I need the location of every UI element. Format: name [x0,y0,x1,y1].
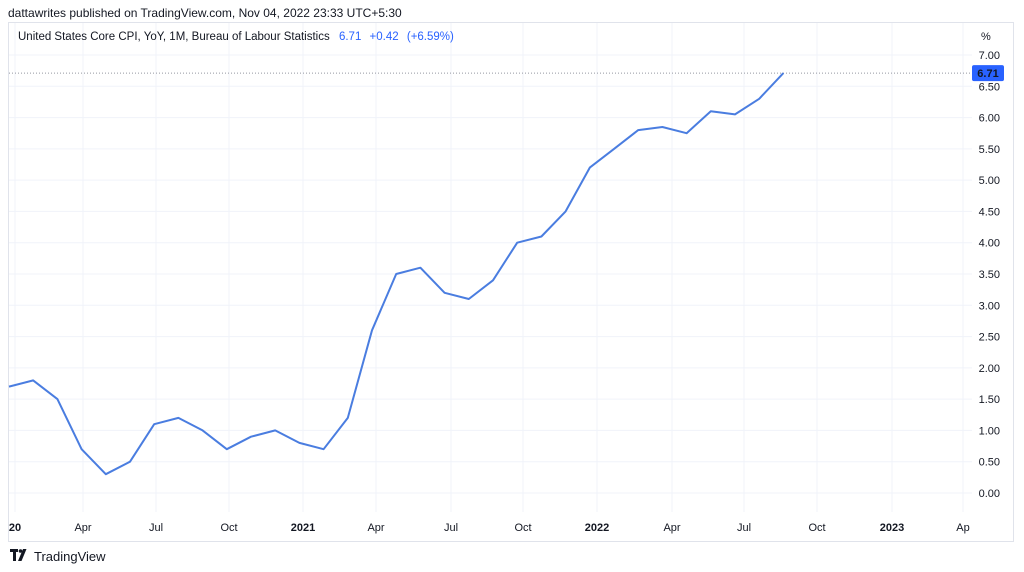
publisher-caption: dattawrites published on TradingView.com… [8,6,402,20]
last-value-badge-text: 6.71 [977,68,998,80]
legend-series-name: United States Core CPI, YoY, 1M, Bureau … [18,31,330,43]
x-tick-label: 20 [9,522,21,534]
x-axis: 20 Apr Jul Oct 2021 Apr Jul Oct 2022 Apr Jul Oct 202… [9,522,970,534]
y-tick-label: 4.50 [979,206,1000,218]
x-tick-label: Ap [956,522,969,534]
series-legend[interactable]: United States Core CPI, YoY, 1M, Bureau … [18,31,459,43]
y-tick-label: 4.00 [979,238,1000,250]
x-tick-label: Oct [220,522,237,534]
y-tick-label: 2.50 [979,332,1000,344]
y-tick-label: 5.50 [979,144,1000,156]
grid-lines [9,23,972,512]
y-tick-label: 0.50 [979,457,1000,469]
legend-change: +0.42 [369,31,399,43]
y-axis-unit: % [981,31,991,43]
legend-values: 6.71 +0.42 (+6.59%) [339,31,459,43]
y-tick-label: 2.00 [979,363,1000,375]
chart-frame [8,22,1014,542]
x-tick-label: 2022 [585,522,609,534]
footer[interactable]: TradingView [10,549,106,564]
y-tick-label: 1.50 [979,394,1000,406]
x-tick-label: Jul [737,522,751,534]
y-tick-label: 3.00 [979,300,1000,312]
y-tick-label: 7.00 [979,50,1000,62]
y-tick-label: 6.50 [979,81,1000,93]
x-tick-label: Oct [514,522,531,534]
x-tick-label: Apr [74,522,91,534]
y-axis: 7.00 6.50 6.00 5.50 5.00 4.50 4.00 3.50 3.00 2.50… [979,50,1000,500]
tradingview-logo-icon [10,549,30,564]
legend-change-pct: (+6.59%) [406,31,454,43]
legend-last-value: 6.71 [338,31,362,43]
series-line [8,72,785,476]
y-tick-label: 5.00 [979,175,1000,187]
x-tick-label: Oct [808,522,825,534]
footer-brand: TradingView [34,549,106,564]
y-tick-label: 3.50 [979,269,1000,281]
y-tick-label: 0.00 [979,488,1000,500]
x-tick-label: Apr [367,522,384,534]
last-value-badge: 6.71 [972,65,1004,82]
x-tick-label: 2021 [291,522,315,534]
x-tick-label: 2023 [880,522,904,534]
x-tick-label: Jul [149,522,163,534]
y-tick-label: 1.00 [979,425,1000,437]
y-tick-label: 6.00 [979,113,1000,125]
x-tick-label: Jul [444,522,458,534]
x-tick-label: Apr [663,522,680,534]
